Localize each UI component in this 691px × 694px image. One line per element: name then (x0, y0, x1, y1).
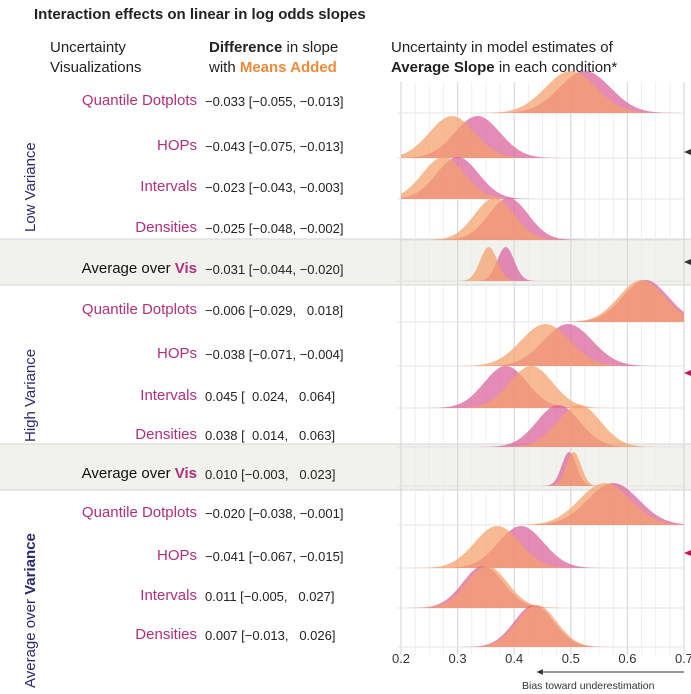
row-label: Densities (135, 426, 197, 443)
density-no-means (471, 247, 540, 281)
density-means-added (448, 324, 643, 366)
header-uncertainty-line1: Uncertainty in model estimates of (391, 39, 613, 56)
slope-difference: −0.025 [−0.048, −0.002] (205, 221, 344, 236)
slope-difference: −0.038 [−0.071, −0.004] (205, 347, 344, 362)
slope-difference: −0.031 [−0.044, −0.020] (205, 262, 344, 277)
density-means-added (468, 71, 673, 113)
density-means-added (445, 366, 618, 408)
row-label: HOPs (156, 137, 197, 154)
header-visualizations: Uncertainty Visualizations (50, 39, 142, 76)
edge-arrow (684, 370, 691, 376)
row-label: Intervals (140, 587, 197, 604)
average-label-vis: Vis (174, 465, 197, 482)
header-means-added: Means Added (239, 59, 337, 76)
ridge-row (401, 116, 568, 158)
slope-difference: 0.010 [−0.003, 0.023] (205, 467, 336, 482)
x-tick-label: 0.6 (618, 651, 636, 666)
density-means-added (401, 157, 528, 199)
density-means-added (551, 280, 684, 322)
ridge-row (419, 366, 618, 408)
density-means-added (454, 247, 523, 281)
ridge-row (415, 198, 588, 240)
ridge-row (551, 280, 684, 322)
ridge-row (502, 483, 684, 525)
density-means-added (405, 566, 569, 608)
edge-arrow (684, 550, 691, 556)
ridge-row (472, 405, 666, 447)
header-average-slope: Average Slope (391, 59, 495, 76)
ridge-row (448, 324, 666, 366)
ridge-row (401, 157, 542, 199)
density-means-added (415, 198, 574, 240)
average-row-label: Average over Vis (37, 465, 197, 482)
group-label-high-variance: High Variance (22, 348, 39, 442)
ridge-row (454, 605, 617, 647)
ridge-row (406, 526, 612, 568)
average-label-prefix: Average over (81, 465, 175, 482)
slope-difference: −0.023 [−0.043, −0.003] (205, 180, 344, 195)
x-tick-label: 0.7 (675, 651, 691, 666)
x-tick-label: 0.3 (449, 651, 467, 666)
row-label: Intervals (140, 178, 197, 195)
slope-difference: 0.045 [ 0.024, 0.064] (205, 389, 336, 404)
average-row-label: Average over Vis (37, 260, 197, 277)
group-label-average-bold: Variance (22, 533, 39, 595)
slope-difference: 0.011 [−0.005, 0.027] (205, 589, 335, 604)
header-difference-prefix: with (209, 59, 240, 76)
edge-arrow (684, 149, 691, 155)
x-tick-label: 0.5 (562, 651, 580, 666)
row-label: Quantile Dotplots (81, 504, 197, 521)
slope-difference: −0.041 [−0.067, −0.015] (205, 549, 344, 564)
chart-title: Interaction effects on linear in log odd… (34, 6, 366, 23)
bias-arrow-label: Bias toward underestimation (522, 680, 655, 692)
slope-difference: −0.006 [−0.029, 0.018] (205, 303, 344, 318)
slope-difference: 0.038 [ 0.014, 0.063] (205, 428, 336, 443)
average-label-prefix: Average over (81, 260, 175, 277)
ridge-row (401, 566, 569, 608)
density-means-added (406, 526, 588, 568)
density-means-added (544, 452, 604, 486)
group-label-low-variance: Low Variance (22, 142, 39, 232)
row-label: Densities (135, 219, 197, 236)
edge-arrow (684, 259, 691, 265)
group-label-average-prefix: Average over (22, 594, 39, 688)
density-means-added (401, 116, 543, 158)
header-difference-rest: in slope (282, 39, 339, 56)
ridge-row (539, 452, 604, 486)
density-means-added (457, 605, 617, 647)
slope-difference: −0.020 [−0.038, −0.001] (205, 506, 344, 521)
header-uncertainty: Uncertainty in model estimates of Average… (391, 38, 617, 78)
row-label: HOPs (156, 547, 197, 564)
row-label: HOPs (156, 345, 197, 362)
bias-arrow-head (536, 669, 543, 675)
x-tick-label: 0.4 (505, 651, 523, 666)
density-means-added (493, 405, 666, 447)
average-label-vis: Vis (174, 260, 197, 277)
density-no-means (419, 366, 592, 408)
header-difference: Difference in slope with Means Added (209, 38, 338, 78)
row-label: Quantile Dotplots (81, 92, 197, 109)
ridge-row (468, 71, 684, 113)
x-tick-label: 0.2 (392, 651, 410, 666)
group-label-average-variance: Average over Variance (22, 533, 39, 688)
slope-difference: 0.007 [−0.013, 0.026] (205, 628, 336, 643)
row-label: Densities (135, 626, 197, 643)
row-label: Quantile Dotplots (81, 301, 197, 318)
slope-difference: −0.033 [−0.055, −0.013] (205, 94, 344, 109)
density-means-added (502, 483, 684, 525)
row-label: Intervals (140, 387, 197, 404)
ridge-row (454, 247, 540, 281)
header-difference-bold: Difference (209, 39, 283, 56)
average-band (0, 239, 691, 285)
slope-difference: −0.043 [−0.075, −0.013] (205, 139, 344, 154)
